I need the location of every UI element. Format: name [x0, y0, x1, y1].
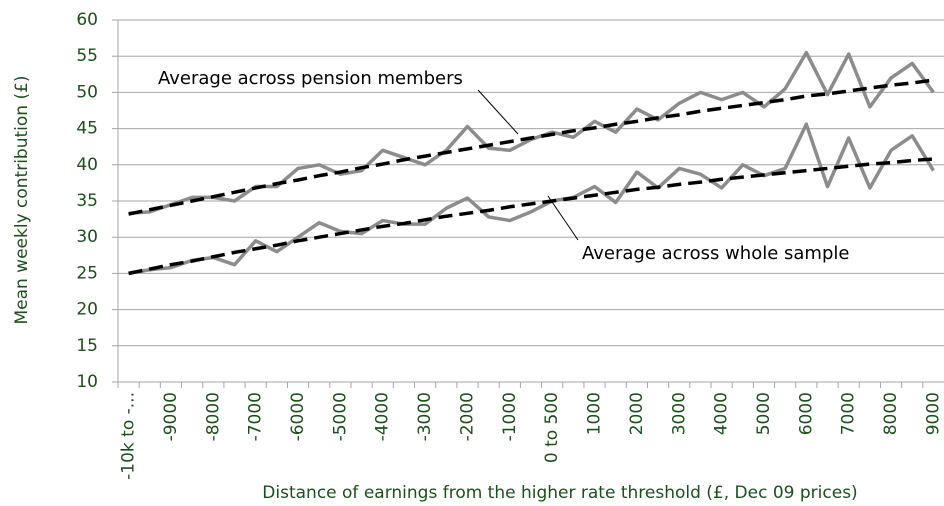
y-tick-label: 55 [76, 46, 98, 66]
y-tick-label: 50 [76, 82, 98, 102]
y-tick-label: 20 [76, 300, 98, 320]
y-tick-label: 35 [76, 191, 98, 211]
x-tick-label: 4000 [712, 392, 732, 435]
x-tick-label: 8000 [881, 392, 901, 435]
y-axis-label: Mean weekly contribution (£) [12, 75, 32, 324]
x-tick-label: -3000 [415, 392, 435, 441]
x-tick-label: -7000 [246, 392, 266, 441]
x-tick-label: 1000 [585, 392, 605, 435]
x-axis-label: Distance of earnings from the higher rat… [262, 483, 857, 503]
x-tick-label: 5000 [754, 392, 774, 435]
x-tick-label: 6000 [796, 392, 816, 435]
trend-line [128, 157, 934, 276]
y-tick-label: 60 [76, 10, 98, 30]
y-tick-label: 10 [76, 372, 98, 392]
y-tick-label: 45 [76, 119, 98, 139]
x-tick-label: -1000 [500, 392, 520, 441]
y-tick-label: 25 [76, 263, 98, 283]
x-tick-label: 2000 [627, 392, 647, 435]
x-tick-label: 0 to 500 [542, 392, 562, 463]
annotation: Average across pension members [158, 68, 463, 89]
x-tick-label: 3000 [669, 392, 689, 435]
trend-line [128, 78, 934, 216]
x-tick-label: -6000 [288, 392, 308, 441]
annotation: Average across whole sample [582, 243, 849, 264]
x-tick-label: -5000 [330, 392, 350, 441]
x-tick-label: -8000 [203, 392, 223, 441]
y-tick-label: 40 [76, 155, 98, 175]
x-tick-label: 7000 [839, 392, 859, 435]
y-tick-label: 30 [76, 227, 98, 247]
y-tick-label: 15 [76, 336, 98, 356]
x-tick-label: -4000 [373, 392, 393, 441]
leader-line [477, 89, 519, 135]
x-tick-label: -9000 [161, 392, 181, 441]
leader-line [547, 195, 579, 241]
series-line [128, 122, 935, 276]
x-tick-label: -10k to -... [119, 392, 139, 480]
x-tick-label: 9000 [923, 392, 943, 435]
x-tick-label: -2000 [457, 392, 477, 441]
